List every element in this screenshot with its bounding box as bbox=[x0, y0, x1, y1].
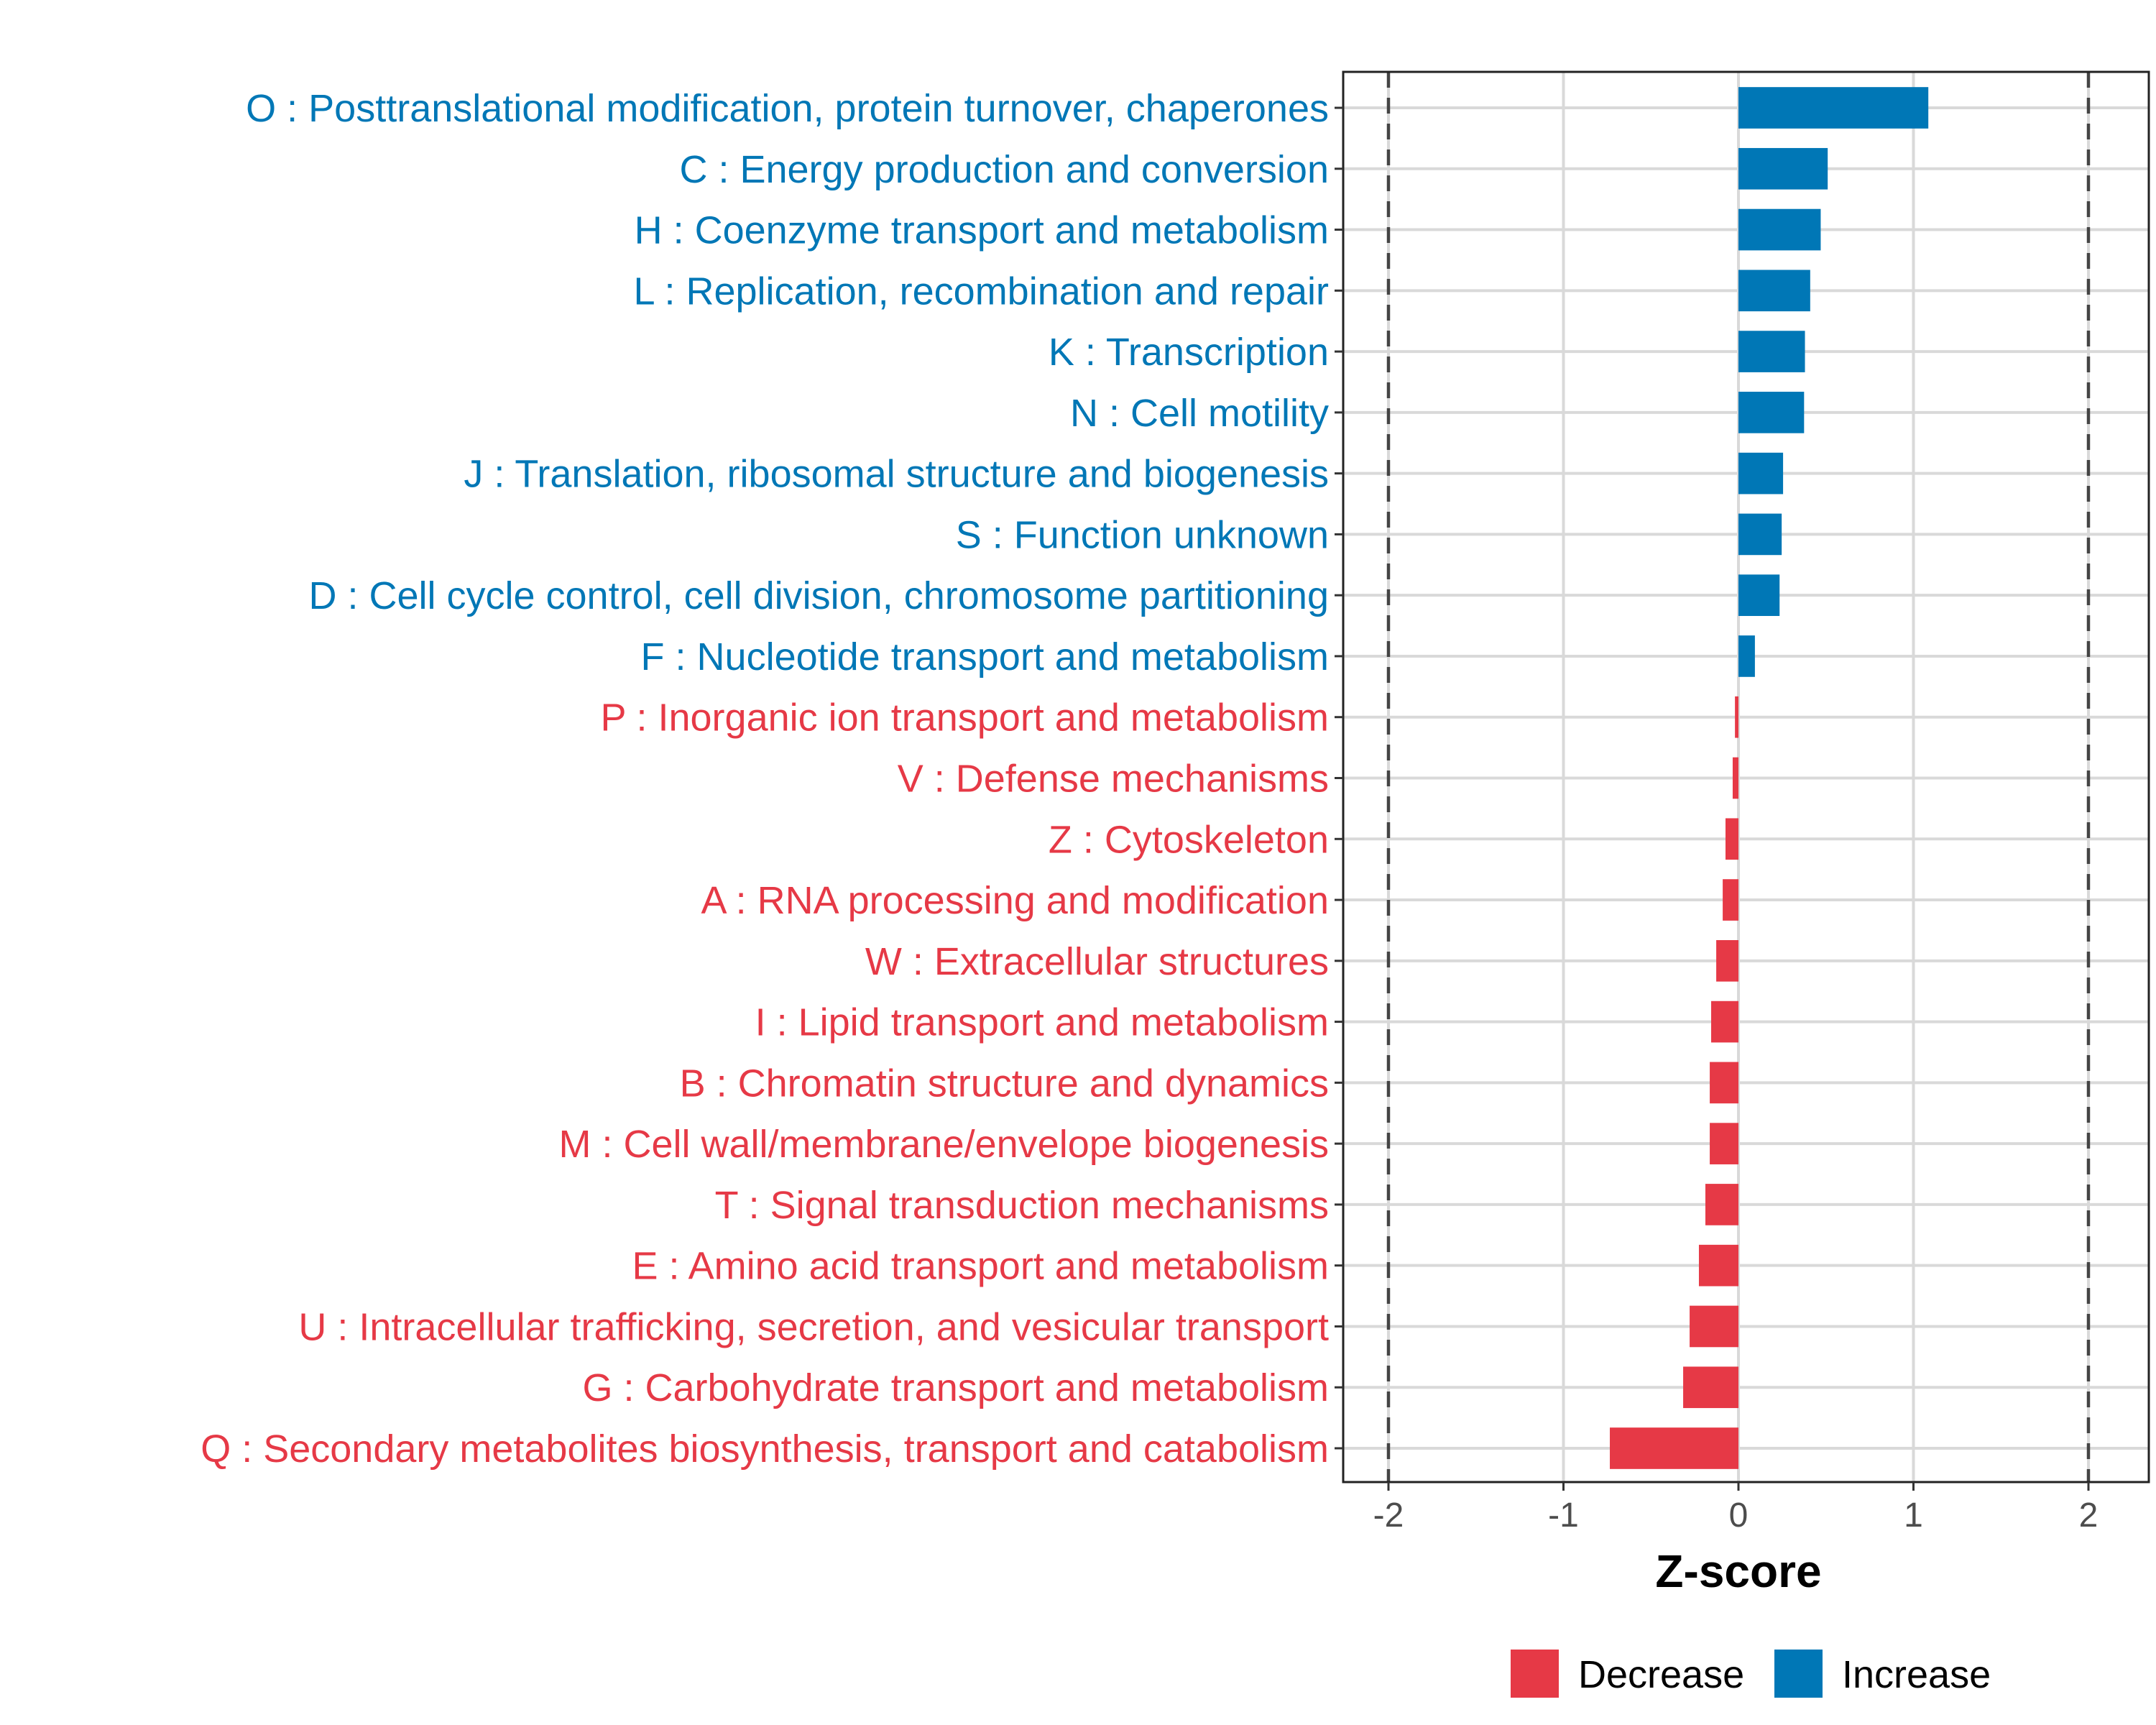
y-tick-label: O : Posttranslational modification, prot… bbox=[246, 87, 1329, 130]
y-tick-label: C : Energy production and conversion bbox=[679, 148, 1329, 191]
bar bbox=[1738, 331, 1805, 372]
bar bbox=[1610, 1427, 1738, 1469]
bar bbox=[1738, 87, 1929, 129]
y-tick-label: H : Coenzyme transport and metabolism bbox=[635, 209, 1329, 252]
x-tick-label: -2 bbox=[1373, 1496, 1404, 1535]
y-tick-label: J : Translation, ribosomal structure and… bbox=[464, 453, 1329, 496]
x-axis-title: Z-score bbox=[1655, 1545, 1821, 1597]
bar bbox=[1711, 1000, 1738, 1043]
bar bbox=[1738, 452, 1784, 494]
x-tick-label: -1 bbox=[1548, 1496, 1579, 1535]
bar bbox=[1710, 1062, 1738, 1104]
legend-swatch-decrease bbox=[1511, 1650, 1559, 1698]
bar bbox=[1725, 818, 1738, 860]
y-tick-label: K : Transcription bbox=[1049, 331, 1329, 374]
bar bbox=[1732, 757, 1738, 799]
y-tick-label: Z : Cytoskeleton bbox=[1049, 818, 1329, 861]
y-tick-label: D : Cell cycle control, cell division, c… bbox=[308, 574, 1329, 617]
bar bbox=[1683, 1366, 1738, 1409]
bar bbox=[1738, 208, 1821, 251]
bar bbox=[1738, 513, 1782, 556]
y-tick-label: E : Amino acid transport and metabolism bbox=[632, 1245, 1329, 1288]
y-tick-label: G : Carbohydrate transport and metabolis… bbox=[583, 1366, 1330, 1409]
bar bbox=[1738, 392, 1805, 433]
y-tick-label: F : Nucleotide transport and metabolism bbox=[641, 635, 1329, 678]
bar bbox=[1738, 574, 1780, 617]
x-tick-label: 0 bbox=[1729, 1496, 1749, 1535]
legend-label-increase: Increase bbox=[1842, 1653, 1991, 1696]
y-tick-label: V : Defense mechanisms bbox=[898, 758, 1329, 801]
bar bbox=[1716, 939, 1738, 982]
bar bbox=[1705, 1184, 1738, 1225]
y-tick-label: S : Function unknown bbox=[956, 513, 1329, 556]
y-tick-label: N : Cell motility bbox=[1070, 392, 1329, 435]
y-tick-label: B : Chromatin structure and dynamics bbox=[680, 1062, 1329, 1105]
y-tick-label: I : Lipid transport and metabolism bbox=[755, 1001, 1329, 1044]
x-tick-label: 2 bbox=[2079, 1496, 2099, 1535]
bar bbox=[1735, 696, 1738, 738]
bar bbox=[1690, 1305, 1738, 1348]
y-tick-label: U : Intracellular trafficking, secretion… bbox=[298, 1305, 1329, 1348]
y-tick-label: L : Replication, recombination and repai… bbox=[633, 270, 1329, 313]
bar bbox=[1698, 1244, 1738, 1287]
legend-swatch-increase bbox=[1774, 1650, 1823, 1698]
bar bbox=[1723, 879, 1738, 921]
y-tick-label: T : Signal transduction mechanisms bbox=[715, 1184, 1329, 1227]
bar bbox=[1738, 635, 1755, 677]
y-tick-label: M : Cell wall/membrane/envelope biogenes… bbox=[558, 1123, 1329, 1166]
x-tick-label: 1 bbox=[1904, 1496, 1923, 1535]
y-tick-label: Q : Secondary metabolites biosynthesis, … bbox=[201, 1427, 1329, 1471]
y-tick-label: A : RNA processing and modification bbox=[701, 879, 1329, 922]
y-tick-label: P : Inorganic ion transport and metaboli… bbox=[600, 696, 1329, 740]
bar bbox=[1710, 1123, 1738, 1164]
bar bbox=[1738, 147, 1828, 190]
y-tick-label: W : Extracellular structures bbox=[865, 940, 1329, 983]
bar bbox=[1738, 270, 1810, 312]
legend-label-decrease: Decrease bbox=[1578, 1653, 1744, 1696]
